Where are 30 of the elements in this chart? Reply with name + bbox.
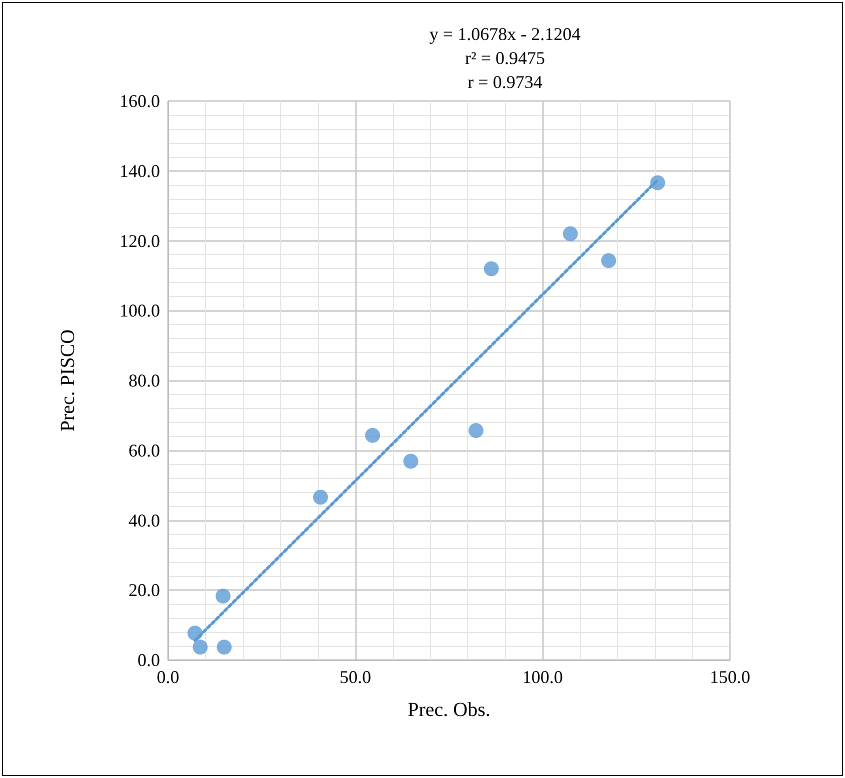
y-axis-title: Prec. PISCO [57, 329, 79, 432]
point [192, 640, 208, 655]
y-tick-label: 140.0 [120, 160, 160, 181]
point [187, 626, 202, 641]
point [216, 588, 231, 604]
point [650, 175, 666, 190]
x-tick-label: 0.0 [156, 667, 180, 687]
y-tick-label: 80.0 [128, 370, 160, 390]
x-tick-label: 50.0 [340, 667, 372, 687]
y-tick-label: 0.0 [138, 650, 160, 670]
y-tick-label: 40.0 [128, 510, 160, 530]
point [468, 422, 484, 438]
point [216, 640, 232, 655]
point [562, 226, 578, 242]
y-tick-label: 20.0 [128, 580, 160, 600]
y-tick-label: 120.0 [120, 230, 160, 251]
point [403, 454, 418, 469]
point [601, 253, 616, 268]
y-tick-label: 60.0 [128, 440, 160, 460]
y-tick-label: 100.0 [120, 300, 160, 321]
text: y = 1.0678x - 2.1204 [428, 23, 582, 46]
x-axis-title: Prec. Obs. [408, 699, 490, 721]
text: r = 0.9734 [466, 71, 544, 94]
point [313, 490, 328, 505]
y-tick-label: 160.0 [120, 91, 160, 111]
x-tick-label: 100.0 [522, 667, 563, 687]
text: r² = 0.9475 [464, 47, 546, 70]
point [365, 428, 380, 443]
point [484, 261, 499, 276]
x-tick-label: 150.0 [710, 667, 750, 687]
